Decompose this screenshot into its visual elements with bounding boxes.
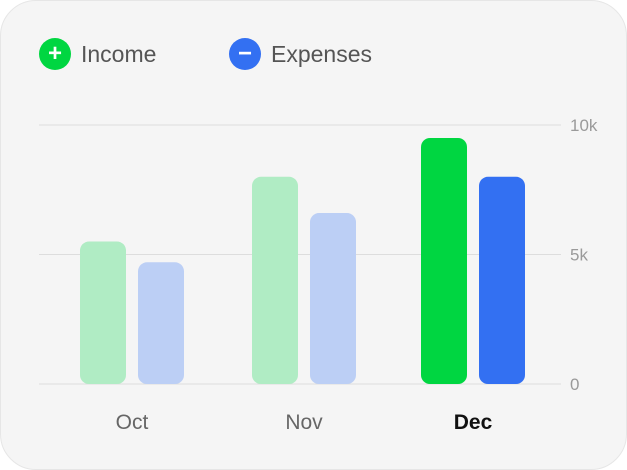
legend-income-label: Income (81, 40, 157, 67)
y-tick-label: 10k (570, 116, 598, 135)
legend-expenses[interactable]: − Expenses (229, 38, 372, 70)
x-category-label-oct[interactable]: Oct (116, 411, 149, 434)
expenses-bar-dec[interactable] (479, 176, 525, 384)
x-category-label-dec[interactable]: Dec (454, 411, 493, 434)
legend-income[interactable]: + Income (39, 38, 156, 70)
y-tick-label: 0 (570, 375, 579, 394)
expenses-bar-oct[interactable] (138, 262, 184, 384)
y-tick-label: 5k (570, 246, 588, 265)
legend-expenses-label: Expenses (271, 40, 373, 67)
x-category-label-nov[interactable]: Nov (285, 411, 323, 434)
expenses-bar-nov[interactable] (310, 213, 356, 384)
income-bar-dec[interactable] (421, 137, 467, 384)
income-bar-oct[interactable] (80, 241, 126, 384)
income-bar-nov[interactable] (252, 176, 298, 384)
minus-icon: − (229, 38, 261, 70)
plus-icon: + (39, 38, 71, 70)
